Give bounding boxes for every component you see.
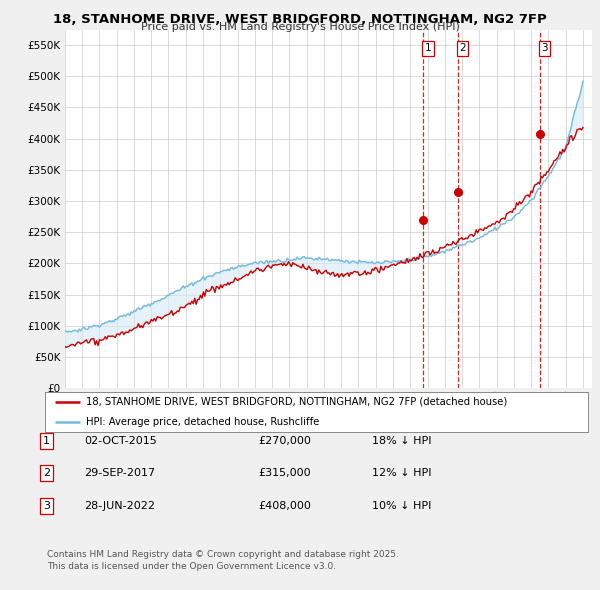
Text: £270,000: £270,000 (258, 436, 311, 445)
Text: 18, STANHOME DRIVE, WEST BRIDGFORD, NOTTINGHAM, NG2 7FP (detached house): 18, STANHOME DRIVE, WEST BRIDGFORD, NOTT… (86, 397, 507, 407)
Text: 3: 3 (541, 43, 548, 53)
Text: Contains HM Land Registry data © Crown copyright and database right 2025.
This d: Contains HM Land Registry data © Crown c… (47, 550, 398, 571)
Text: 3: 3 (43, 501, 50, 510)
Text: 1: 1 (43, 436, 50, 445)
Text: 2: 2 (43, 468, 50, 478)
Text: 02-OCT-2015: 02-OCT-2015 (84, 436, 157, 445)
Text: £315,000: £315,000 (258, 468, 311, 478)
Text: 28-JUN-2022: 28-JUN-2022 (84, 501, 155, 510)
Text: 29-SEP-2017: 29-SEP-2017 (84, 468, 155, 478)
Text: 10% ↓ HPI: 10% ↓ HPI (372, 501, 431, 510)
Text: HPI: Average price, detached house, Rushcliffe: HPI: Average price, detached house, Rush… (86, 417, 319, 427)
Text: 1: 1 (425, 43, 431, 53)
Text: 12% ↓ HPI: 12% ↓ HPI (372, 468, 431, 478)
Text: 18, STANHOME DRIVE, WEST BRIDGFORD, NOTTINGHAM, NG2 7FP: 18, STANHOME DRIVE, WEST BRIDGFORD, NOTT… (53, 13, 547, 26)
Text: 2: 2 (459, 43, 466, 53)
Text: Price paid vs. HM Land Registry's House Price Index (HPI): Price paid vs. HM Land Registry's House … (140, 22, 460, 32)
Text: 18% ↓ HPI: 18% ↓ HPI (372, 436, 431, 445)
Text: £408,000: £408,000 (258, 501, 311, 510)
